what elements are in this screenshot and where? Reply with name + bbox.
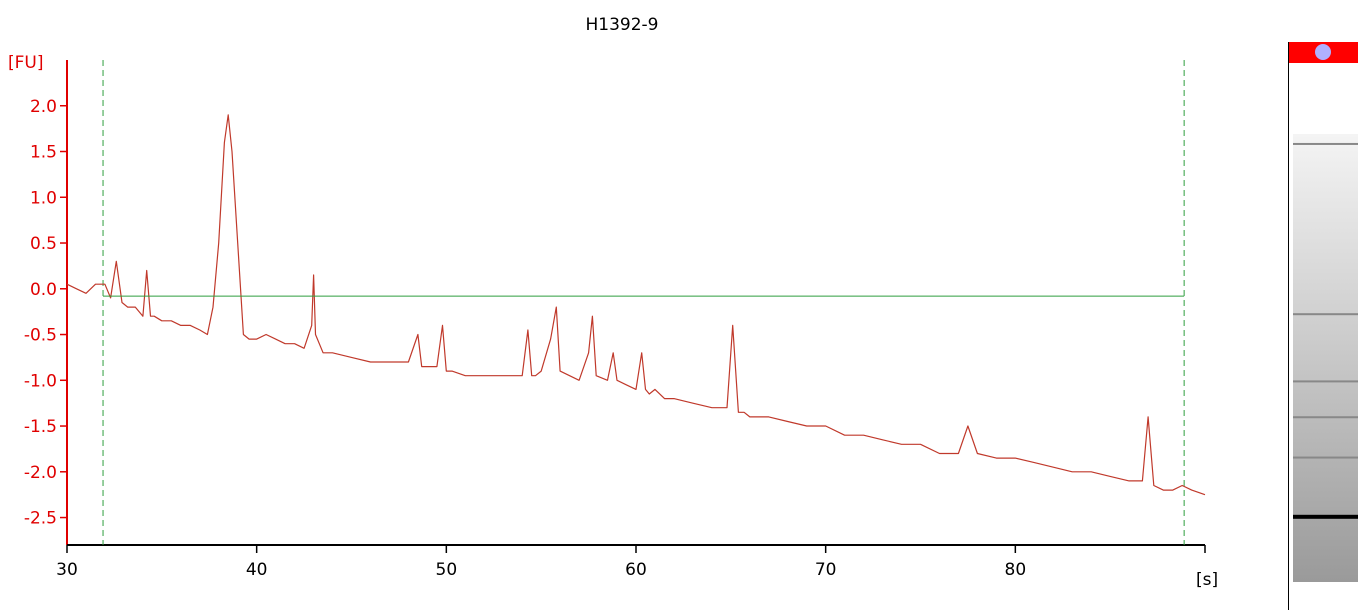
x-tick-label: 40: [246, 560, 268, 580]
y-tick-label: -2.0: [24, 463, 57, 483]
x-tick-label: 50: [436, 560, 458, 580]
y-axis-unit-label: [FU]: [8, 53, 44, 73]
x-tick-label: 30: [56, 560, 78, 580]
gel-marker-band: [1289, 42, 1358, 63]
y-tick-label: -1.5: [24, 417, 57, 437]
y-tick-label: 2.0: [30, 97, 57, 117]
x-axis-unit-label: [s]: [1196, 570, 1218, 590]
gel-lane: [1288, 42, 1358, 610]
electropherogram-plot: H1392-9 [FU] [s] 2.0 1.5 1.0 0.5 0.0 -0.5 -1.0…: [8, 15, 1218, 590]
gel-band: [1293, 313, 1358, 316]
series-layer: [66, 114, 1206, 496]
x-tick-label: 70: [815, 560, 837, 580]
gel-bands: [1293, 134, 1358, 582]
region-markers: [102, 60, 1185, 545]
chart-title: H1392-9: [586, 15, 659, 35]
y-tick-label: 1.5: [30, 143, 57, 163]
x-tick-label: 60: [625, 560, 647, 580]
gel-marker-dot-icon: [1315, 44, 1331, 60]
y-axis: 2.0 1.5 1.0 0.5 0.0 -0.5 -1.0 -1.5 -2.0 -2.5: [24, 60, 68, 545]
x-tick-label: 80: [1005, 560, 1027, 580]
y-tick-label: -1.0: [24, 371, 57, 391]
gel-band: [1293, 514, 1358, 519]
y-tick-label: 0.5: [30, 234, 57, 254]
y-tick-label: -2.5: [24, 509, 57, 529]
gel-band: [1293, 142, 1358, 145]
gel-band: [1293, 380, 1358, 383]
gel-lane-background: [1293, 134, 1358, 582]
y-tick-label: 1.0: [30, 188, 57, 208]
signal-trace: [66, 114, 1206, 496]
x-axis: 30 40 50 60 70 80: [56, 544, 1206, 580]
gel-band: [1293, 416, 1358, 419]
gel-band: [1293, 456, 1358, 459]
y-tick-label: 0.0: [30, 280, 57, 300]
y-tick-label: -0.5: [24, 326, 57, 346]
